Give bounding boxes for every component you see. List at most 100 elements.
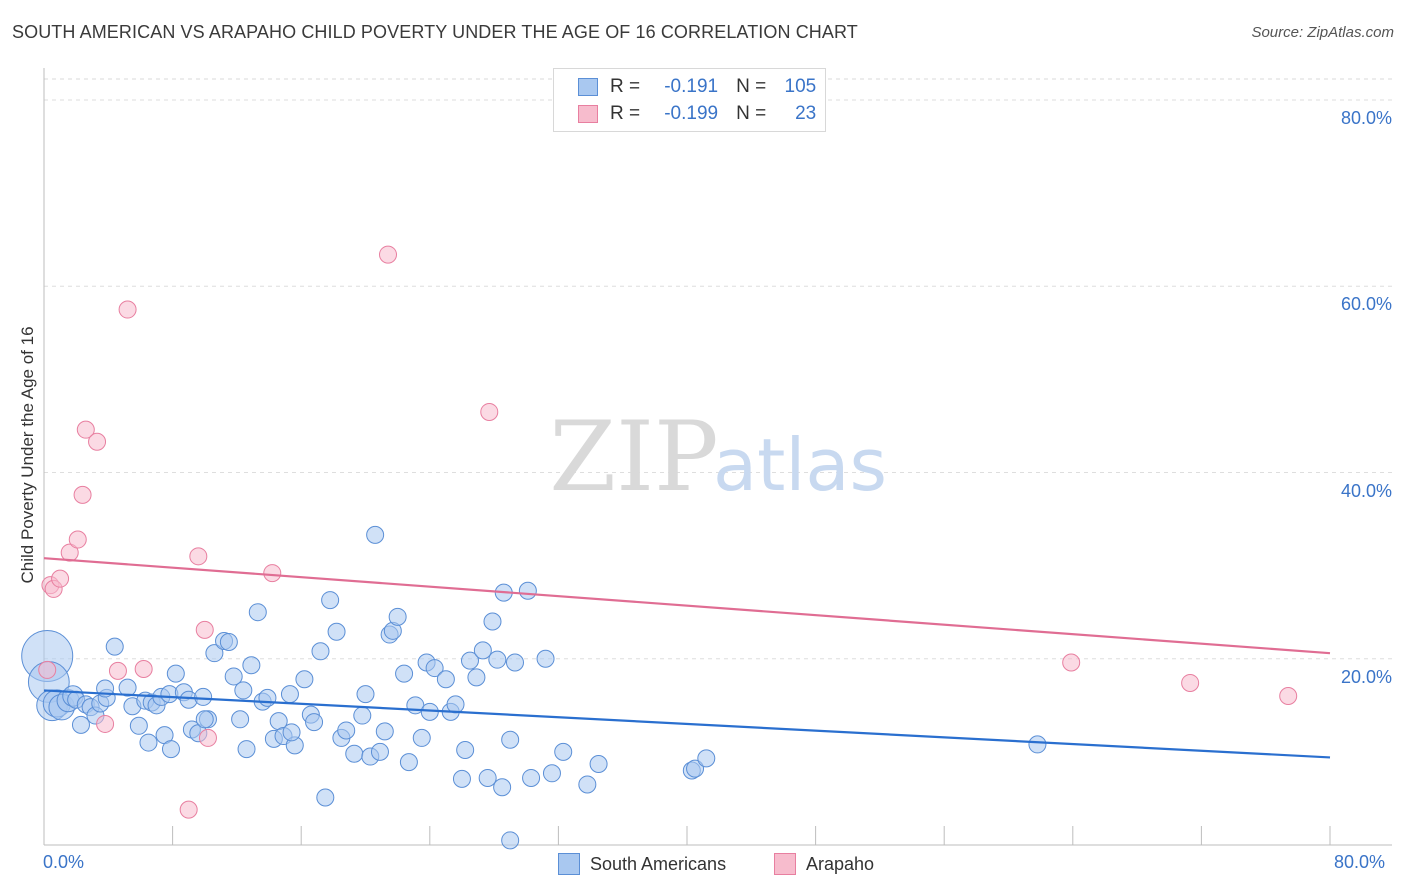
- x-tick-label-max: 80.0%: [1334, 852, 1386, 872]
- point-south-americans: [501, 831, 520, 850]
- point-arapaho: [73, 485, 92, 504]
- point-south-americans: [686, 759, 705, 778]
- legend-swatch-pink: [578, 105, 598, 123]
- point-arapaho: [1279, 687, 1298, 705]
- y-tick-label: 20.0%: [1340, 666, 1392, 687]
- y-tick-label: 80.0%: [1340, 108, 1392, 128]
- point-south-americans: [219, 632, 238, 651]
- stats-legend: R = -0.191 N = 105 R = -0.199 N = 23: [553, 68, 826, 132]
- trend-lines: [43, 557, 1331, 759]
- point-south-americans: [166, 664, 185, 683]
- x-tick-label-min: 0.0%: [43, 852, 85, 872]
- watermark: ZIP atlas: [549, 401, 887, 513]
- point-south-americans: [248, 603, 267, 622]
- point-south-americans: [353, 706, 372, 725]
- point-south-americans: [195, 710, 214, 729]
- point-arapaho: [118, 300, 137, 319]
- gridlines: [44, 78, 1392, 660]
- point-south-americans: [224, 667, 243, 686]
- y-tick-label: 40.0%: [1340, 480, 1392, 501]
- point-south-americans: [375, 722, 394, 741]
- point-south-americans: [234, 681, 253, 700]
- point-south-americans: [129, 716, 148, 735]
- point-arapaho: [38, 660, 57, 679]
- point-south-americans: [412, 728, 431, 747]
- legend-label: Arapaho: [806, 853, 875, 874]
- point-south-americans: [305, 713, 324, 732]
- n-value: 23: [795, 103, 817, 124]
- legend-swatch-blue: [558, 853, 580, 875]
- point-south-americans: [425, 659, 444, 678]
- point-arapaho: [1181, 673, 1200, 692]
- point-arapaho: [480, 402, 499, 421]
- point-south-americans: [446, 695, 465, 714]
- point-south-americans: [518, 581, 537, 600]
- point-south-americans: [589, 754, 608, 773]
- south-americans-points: [21, 525, 1047, 850]
- point-south-americans: [327, 622, 346, 641]
- point-south-americans: [231, 710, 250, 729]
- point-south-americans: [105, 637, 124, 656]
- point-south-americans: [321, 591, 340, 610]
- point-arapaho: [263, 564, 282, 583]
- trend-line-arapaho: [43, 557, 1331, 655]
- point-south-americans: [478, 768, 497, 787]
- point-arapaho: [51, 569, 70, 588]
- point-arapaho: [76, 420, 95, 439]
- point-south-americans: [697, 749, 716, 768]
- point-south-americans: [488, 650, 507, 669]
- point-south-americans: [460, 651, 479, 670]
- legend-row-south-americans: R = -0.191 N = 105: [578, 75, 816, 99]
- point-south-americans: [161, 740, 180, 759]
- point-south-americans: [370, 742, 389, 761]
- point-south-americans: [237, 740, 256, 759]
- point-south-americans: [493, 778, 512, 797]
- point-south-americans: [388, 607, 407, 626]
- point-south-americans: [71, 715, 90, 734]
- r-label: R =: [610, 103, 641, 124]
- point-south-americans: [356, 685, 375, 704]
- point-south-americans: [1028, 735, 1047, 754]
- point-arapaho: [379, 245, 398, 264]
- watermark-zip: ZIP: [549, 401, 718, 513]
- chart-title: SOUTH AMERICAN VS ARAPAHO CHILD POVERTY …: [12, 22, 858, 42]
- point-south-americans: [467, 668, 486, 687]
- point-arapaho: [189, 547, 208, 566]
- r-value: -0.191: [664, 76, 719, 97]
- point-south-americans: [345, 744, 364, 763]
- point-south-americans: [554, 742, 573, 761]
- point-south-americans: [295, 670, 314, 689]
- point-south-americans: [282, 723, 301, 742]
- r-label: R =: [610, 76, 641, 97]
- point-south-americans: [280, 685, 299, 704]
- arapaho-points: [38, 245, 1298, 819]
- point-south-americans: [578, 775, 597, 794]
- legend-label: South Americans: [590, 853, 727, 874]
- point-south-americans: [452, 769, 471, 788]
- r-value: -0.199: [664, 103, 719, 124]
- point-arapaho: [134, 659, 153, 678]
- point-south-americans: [456, 741, 475, 760]
- y-tick-label: 60.0%: [1340, 294, 1392, 315]
- point-arapaho: [198, 728, 217, 747]
- legend-swatch-blue: [578, 78, 598, 96]
- bottom-legend-south-americans: South Americans: [558, 852, 726, 876]
- point-south-americans: [501, 730, 520, 749]
- point-south-americans: [399, 753, 418, 772]
- n-label: N =: [736, 103, 767, 124]
- point-arapaho: [68, 530, 87, 549]
- point-south-americans: [316, 788, 335, 807]
- point-south-americans: [258, 688, 277, 707]
- point-south-americans: [194, 687, 213, 706]
- point-arapaho: [108, 661, 127, 680]
- point-south-americans: [337, 721, 356, 740]
- legend-row-arapaho: R = -0.199 N = 23: [578, 102, 816, 126]
- point-south-americans: [505, 653, 524, 672]
- point-south-americans: [473, 641, 492, 660]
- point-south-americans: [536, 649, 555, 668]
- point-south-americans: [395, 664, 414, 683]
- bottom-legend-arapaho: Arapaho: [774, 852, 874, 876]
- point-south-americans: [205, 644, 224, 663]
- point-arapaho: [179, 800, 198, 819]
